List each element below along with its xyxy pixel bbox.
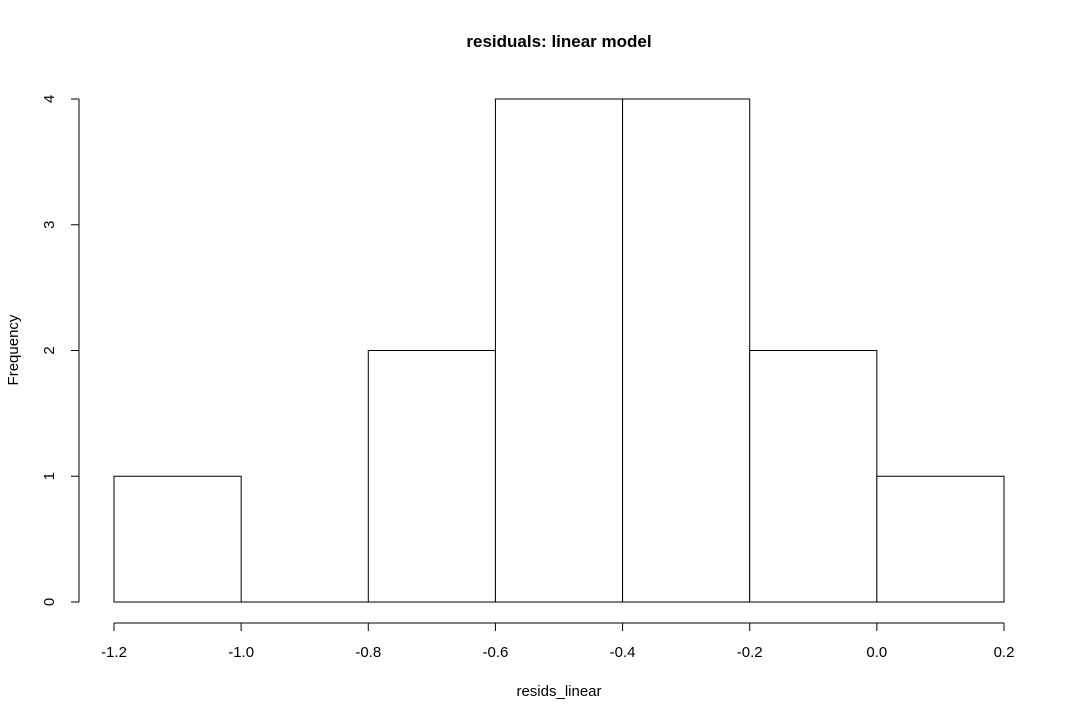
histogram-bar [749, 350, 878, 603]
x-axis: -1.2 -1.0 -0.8 -0.6 -0.4 -0.2 0.0 0.2 [101, 622, 1015, 661]
y-tick-label: 4 [41, 95, 58, 103]
histogram-bar [113, 475, 242, 603]
x-tick-label: -1.0 [228, 644, 254, 661]
histogram-bar [622, 98, 751, 603]
chart-title: residuals: linear model [466, 32, 651, 51]
y-tick-label: 2 [41, 346, 58, 354]
y-axis: 0 1 2 3 4 [41, 95, 80, 606]
y-tick-label: 1 [41, 472, 58, 480]
y-tick-label: 3 [41, 221, 58, 229]
histogram-bar [494, 98, 624, 603]
x-tick-label: -1.2 [101, 644, 127, 661]
x-tick-label: 0.0 [866, 644, 887, 661]
x-tick-label: -0.8 [355, 644, 381, 661]
x-axis-label: resids_linear [516, 683, 601, 700]
y-tick-label: 0 [41, 598, 58, 606]
bars-group [113, 98, 1005, 603]
histogram-bar [367, 350, 496, 603]
y-axis-label: Frequency [5, 314, 22, 385]
x-tick-label: 0.2 [994, 644, 1015, 661]
x-tick-label: -0.4 [610, 644, 636, 661]
histogram-bar [876, 475, 1005, 603]
x-tick-label: -0.6 [482, 644, 508, 661]
x-tick-label: -0.2 [737, 644, 763, 661]
